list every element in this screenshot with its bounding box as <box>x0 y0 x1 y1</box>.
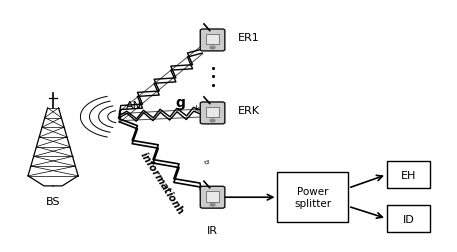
Text: $_b$: $_b$ <box>200 156 212 166</box>
FancyBboxPatch shape <box>200 103 225 124</box>
Circle shape <box>210 204 215 206</box>
Text: BS: BS <box>46 196 60 206</box>
FancyBboxPatch shape <box>206 192 219 202</box>
Text: Power
splitter: Power splitter <box>294 187 331 208</box>
Circle shape <box>210 47 215 50</box>
FancyBboxPatch shape <box>277 172 348 223</box>
Text: $_k$: $_k$ <box>194 103 201 115</box>
FancyBboxPatch shape <box>206 108 219 118</box>
Text: ID: ID <box>403 214 414 224</box>
Circle shape <box>210 120 215 122</box>
Text: IR: IR <box>207 225 218 235</box>
FancyBboxPatch shape <box>387 206 430 232</box>
Text: EH: EH <box>401 170 416 180</box>
Text: $\mathbf{g}$: $\mathbf{g}$ <box>175 97 186 112</box>
FancyBboxPatch shape <box>387 162 430 188</box>
FancyBboxPatch shape <box>200 30 225 52</box>
FancyBboxPatch shape <box>206 35 219 45</box>
Text: information$\mathbf{h}$: information$\mathbf{h}$ <box>138 148 187 215</box>
Text: AN: AN <box>126 101 142 111</box>
Text: ER1: ER1 <box>238 33 260 43</box>
FancyBboxPatch shape <box>200 186 225 208</box>
Text: ERK: ERK <box>238 106 260 116</box>
